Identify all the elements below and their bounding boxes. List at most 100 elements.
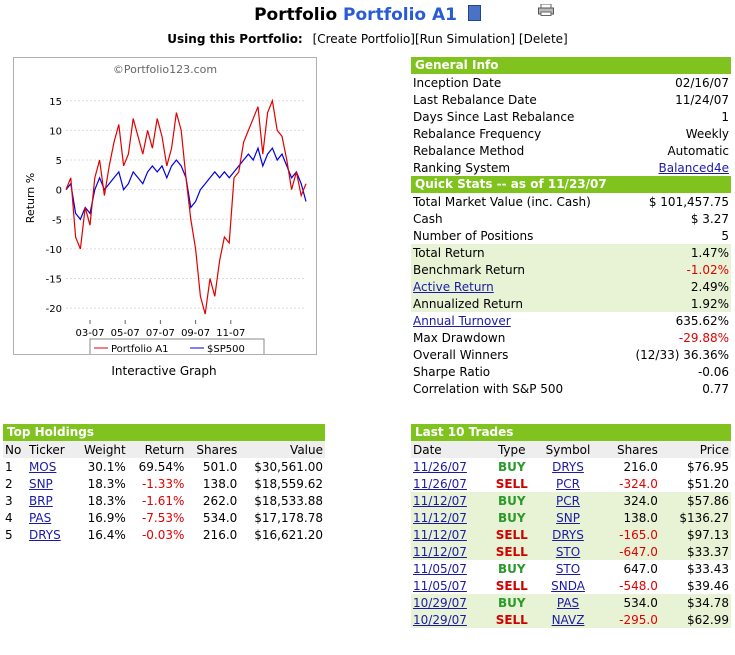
symbol-link[interactable]: SNDA bbox=[551, 578, 585, 593]
title-prefix: Portfolio bbox=[254, 5, 338, 25]
trade-shares: -548.0 bbox=[619, 578, 658, 593]
y-tick-label: 15 bbox=[49, 97, 62, 108]
table-row: 10/29/07 BUY PAS 534.0 $34.78 bbox=[411, 594, 731, 611]
trade-type: BUY bbox=[497, 459, 526, 474]
trades-header-row: Date Type Symbol Shares Price bbox=[411, 441, 731, 458]
info-row: Days Since Last Rebalance 1 bbox=[411, 108, 731, 125]
trade-shares: -165.0 bbox=[619, 527, 658, 542]
trade-date-link[interactable]: 11/12/07 bbox=[413, 544, 467, 559]
holding-value: $16,621.20 bbox=[254, 527, 323, 542]
trade-price: $39.46 bbox=[687, 578, 729, 593]
y-tick-labels: 15 10 5 0 -5 -10 -15 -20 bbox=[46, 97, 62, 315]
trade-price: $76.95 bbox=[687, 459, 729, 474]
holdings-table: No Ticker Weight Return Shares Value 1 MO… bbox=[3, 441, 325, 543]
trade-date-link[interactable]: 10/29/07 bbox=[413, 595, 467, 610]
symbol-link[interactable]: STO bbox=[555, 561, 581, 576]
symbol-link[interactable]: DRYS bbox=[552, 527, 584, 542]
ticker-link[interactable]: BRP bbox=[28, 493, 53, 508]
info-value: 11/24/07 bbox=[675, 92, 729, 107]
series-lines bbox=[65, 98, 307, 315]
quick-stats-title: Quick Stats -- as of 11/23/07 bbox=[411, 176, 731, 193]
symbol-link[interactable]: DRYS bbox=[552, 459, 584, 474]
symbol-link[interactable]: NAVZ bbox=[551, 612, 585, 627]
col-symbol: Symbol bbox=[545, 442, 591, 457]
trade-date-link[interactable]: 11/05/07 bbox=[413, 561, 467, 576]
info-row: Inception Date 02/16/07 bbox=[411, 74, 731, 91]
stat-value: 635.62% bbox=[675, 313, 729, 328]
col-return: Return bbox=[144, 442, 185, 457]
y-tick-label: -5 bbox=[52, 215, 62, 226]
active-return-link[interactable]: Active Return bbox=[413, 279, 494, 294]
info-row: Last Rebalance Date 11/24/07 bbox=[411, 91, 731, 108]
trade-price: $136.27 bbox=[679, 510, 729, 525]
ticker-link[interactable]: PAS bbox=[28, 510, 52, 525]
symbol-link[interactable]: SNP bbox=[556, 510, 580, 525]
trade-date-link[interactable]: 11/05/07 bbox=[413, 578, 467, 593]
document-icon[interactable] bbox=[467, 5, 481, 21]
trade-date-link[interactable]: 11/12/07 bbox=[413, 493, 467, 508]
trade-date-link[interactable]: 11/26/07 bbox=[413, 459, 467, 474]
stat-label: Total Return bbox=[413, 245, 485, 260]
trade-date-link[interactable]: 10/29/07 bbox=[413, 612, 467, 627]
trade-date-link[interactable]: 11/12/07 bbox=[413, 527, 467, 542]
ticker-link[interactable]: SNP bbox=[28, 476, 53, 491]
stat-value: 1.92% bbox=[690, 296, 729, 311]
x-tick-label: 11-07 bbox=[216, 328, 245, 339]
holding-value: $30,561.00 bbox=[254, 459, 323, 474]
ticker-link[interactable]: MOS bbox=[28, 459, 57, 474]
holding-no: 2 bbox=[5, 476, 13, 491]
stat-row: Number of Positions 5 bbox=[411, 227, 731, 244]
performance-graph[interactable]: ©Portfolio123.com Return % 15 10 5 0 -5 -10 -1… bbox=[13, 57, 317, 358]
legend-sp500: $SP500 bbox=[207, 344, 245, 354]
holding-shares: 262.0 bbox=[202, 493, 238, 508]
stat-row: Total Return 1.47% bbox=[411, 244, 731, 261]
table-row: 11/26/07 BUY DRYS 216.0 $76.95 bbox=[411, 458, 731, 475]
trade-date-link[interactable]: 11/26/07 bbox=[413, 476, 467, 491]
ticker-link[interactable]: DRYS bbox=[28, 527, 61, 542]
y-tick-label: 10 bbox=[49, 126, 62, 137]
run-simulation-link[interactable]: [Run Simulation] bbox=[414, 32, 516, 46]
delete-link[interactable]: [Delete] bbox=[518, 32, 568, 46]
holding-value: $18,559.62 bbox=[254, 476, 323, 491]
stat-row: Annual Turnover 635.62% bbox=[411, 312, 731, 329]
holding-weight: 30.1% bbox=[87, 459, 126, 474]
y-axis-label: Return % bbox=[24, 173, 37, 223]
last-trades-title: Last 10 Trades bbox=[411, 424, 731, 441]
ranking-system-link[interactable]: Balanced4e bbox=[658, 160, 730, 175]
stat-row: Cash $ 3.27 bbox=[411, 210, 731, 227]
symbol-link[interactable]: PCR bbox=[556, 476, 580, 491]
series-line-sp500 bbox=[65, 146, 307, 221]
using-label: Using this Portfolio: bbox=[167, 32, 303, 46]
grid bbox=[66, 100, 306, 309]
symbol-link[interactable]: STO bbox=[555, 544, 581, 559]
graph-caption[interactable]: Interactive Graph bbox=[111, 364, 217, 378]
info-value: Automatic bbox=[667, 143, 729, 158]
stat-label: Benchmark Return bbox=[413, 262, 525, 277]
holding-no: 3 bbox=[5, 493, 13, 508]
trade-type: SELL bbox=[495, 544, 528, 559]
trade-shares: 324.0 bbox=[623, 493, 658, 508]
info-value: 1 bbox=[721, 109, 729, 124]
col-value: Value bbox=[290, 442, 323, 457]
holding-no: 1 bbox=[5, 459, 13, 474]
symbol-link[interactable]: PAS bbox=[556, 595, 580, 610]
stat-label: Total Market Value (inc. Cash) bbox=[413, 194, 591, 209]
trade-date-link[interactable]: 11/12/07 bbox=[413, 510, 467, 525]
table-row: 2 SNP 18.3% -1.33% 138.0 $18,559.62 bbox=[3, 475, 325, 492]
printer-icon[interactable] bbox=[538, 4, 554, 16]
x-tick-label: 03-07 bbox=[75, 328, 104, 339]
annual-turnover-link[interactable]: Annual Turnover bbox=[413, 313, 511, 328]
stat-label: Correlation with S&P 500 bbox=[413, 381, 564, 396]
legend-portfolio: Portfolio A1 bbox=[111, 344, 169, 354]
stat-label: Cash bbox=[413, 211, 443, 226]
holding-return: -1.61% bbox=[141, 493, 185, 508]
graph-watermark: ©Portfolio123.com bbox=[113, 63, 217, 76]
symbol-link[interactable]: PCR bbox=[556, 493, 580, 508]
general-info-title: General Info bbox=[411, 57, 731, 74]
stat-value: (12/33) 36.36% bbox=[635, 347, 729, 362]
trade-type: BUY bbox=[497, 510, 526, 525]
holding-weight: 18.3% bbox=[87, 493, 126, 508]
info-row: Ranking System Balanced4e bbox=[411, 159, 731, 176]
create-portfolio-link[interactable]: [Create Portfolio] bbox=[312, 32, 415, 46]
stat-value: $ 3.27 bbox=[690, 211, 729, 226]
